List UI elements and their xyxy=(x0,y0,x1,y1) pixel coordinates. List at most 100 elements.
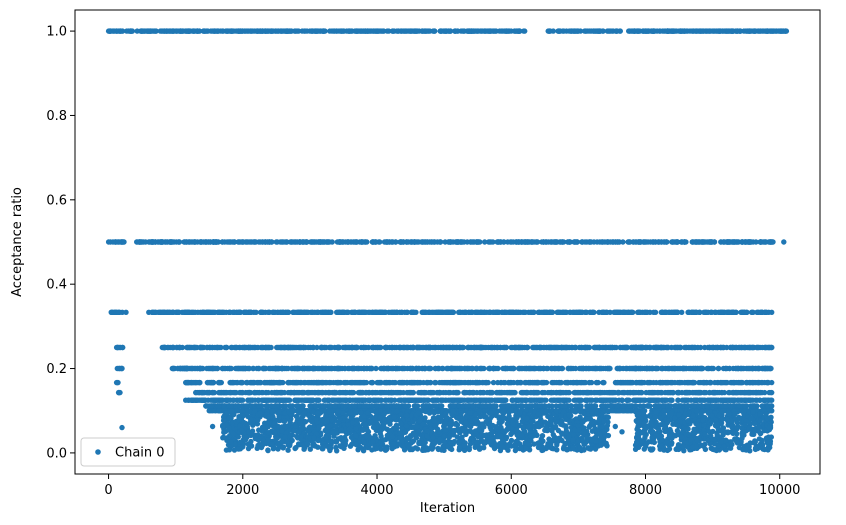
data-point xyxy=(757,389,763,396)
data-point xyxy=(637,309,643,315)
data-point xyxy=(389,28,396,34)
data-point xyxy=(655,239,662,245)
data-point xyxy=(769,397,775,403)
data-point xyxy=(654,28,660,34)
data-point xyxy=(189,365,195,372)
data-point xyxy=(601,397,607,403)
data-point xyxy=(185,344,191,351)
data-point xyxy=(260,28,266,34)
data-point xyxy=(741,365,747,372)
data-point xyxy=(309,309,316,315)
data-point xyxy=(783,28,790,34)
data-point xyxy=(576,379,583,386)
data-point xyxy=(177,344,183,351)
data-point xyxy=(355,389,362,396)
data-point xyxy=(105,239,112,245)
data-point xyxy=(286,379,293,386)
data-point xyxy=(716,365,722,372)
data-point xyxy=(742,397,748,403)
data-point xyxy=(435,397,441,403)
data-point xyxy=(335,379,341,386)
data-point xyxy=(430,28,436,34)
data-point xyxy=(416,397,422,403)
data-point xyxy=(134,239,140,245)
data-point xyxy=(277,239,284,245)
data-point xyxy=(567,309,574,315)
data-point xyxy=(632,344,638,351)
data-point xyxy=(683,397,689,403)
data-point xyxy=(684,389,690,396)
data-point xyxy=(352,28,358,34)
data-point xyxy=(240,239,246,245)
data-point xyxy=(475,239,482,245)
data-point xyxy=(747,239,753,245)
data-point xyxy=(260,365,266,372)
data-point xyxy=(638,389,645,396)
data-point xyxy=(556,28,562,34)
data-point xyxy=(653,365,659,372)
data-point xyxy=(701,389,708,396)
data-point xyxy=(239,365,246,372)
data-point xyxy=(664,379,670,386)
data-point xyxy=(293,389,300,396)
data-point xyxy=(607,397,613,403)
data-point xyxy=(183,239,189,245)
data-point xyxy=(561,28,567,34)
data-point xyxy=(669,239,675,245)
data-point xyxy=(363,379,370,386)
data-point xyxy=(471,28,477,34)
data-point xyxy=(388,389,395,396)
data-point xyxy=(484,389,490,396)
data-point xyxy=(253,309,259,315)
data-point xyxy=(636,379,643,386)
data-point xyxy=(191,239,198,245)
data-point xyxy=(552,397,558,403)
data-point xyxy=(729,28,735,34)
data-point xyxy=(656,397,662,403)
data-point xyxy=(499,397,505,403)
data-point xyxy=(507,389,514,396)
data-point xyxy=(620,309,627,315)
data-point xyxy=(675,397,681,403)
data-point xyxy=(741,309,748,315)
data-point xyxy=(227,239,234,245)
data-point xyxy=(447,389,454,396)
data-point xyxy=(389,239,395,245)
data-point xyxy=(686,365,692,372)
data-point xyxy=(521,239,528,245)
data-point xyxy=(462,309,469,315)
data-point xyxy=(159,309,166,315)
data-point xyxy=(624,397,630,403)
data-point xyxy=(572,344,578,351)
data-point xyxy=(370,344,376,351)
data-point xyxy=(309,397,315,403)
data-point xyxy=(119,365,125,372)
data-point xyxy=(276,379,282,386)
data-point xyxy=(455,379,461,386)
data-point xyxy=(237,397,243,403)
data-point xyxy=(737,397,743,403)
data-point xyxy=(710,397,716,403)
data-point xyxy=(113,344,120,351)
data-point xyxy=(294,365,300,372)
data-point xyxy=(255,344,261,351)
data-point xyxy=(377,239,383,245)
data-point xyxy=(320,365,326,372)
data-point xyxy=(517,28,523,34)
data-point xyxy=(665,344,671,351)
data-point xyxy=(184,309,190,315)
data-point xyxy=(769,389,775,396)
data-point xyxy=(514,344,520,351)
data-point xyxy=(105,28,112,34)
data-point xyxy=(439,365,445,372)
data-point xyxy=(196,28,202,34)
data-point xyxy=(251,239,258,245)
data-point xyxy=(607,28,613,34)
data-point xyxy=(593,379,599,386)
data-point xyxy=(114,365,121,372)
data-point xyxy=(650,28,657,34)
data-point xyxy=(574,309,580,315)
data-point xyxy=(370,28,377,34)
data-point xyxy=(646,365,653,372)
data-point xyxy=(492,397,498,403)
